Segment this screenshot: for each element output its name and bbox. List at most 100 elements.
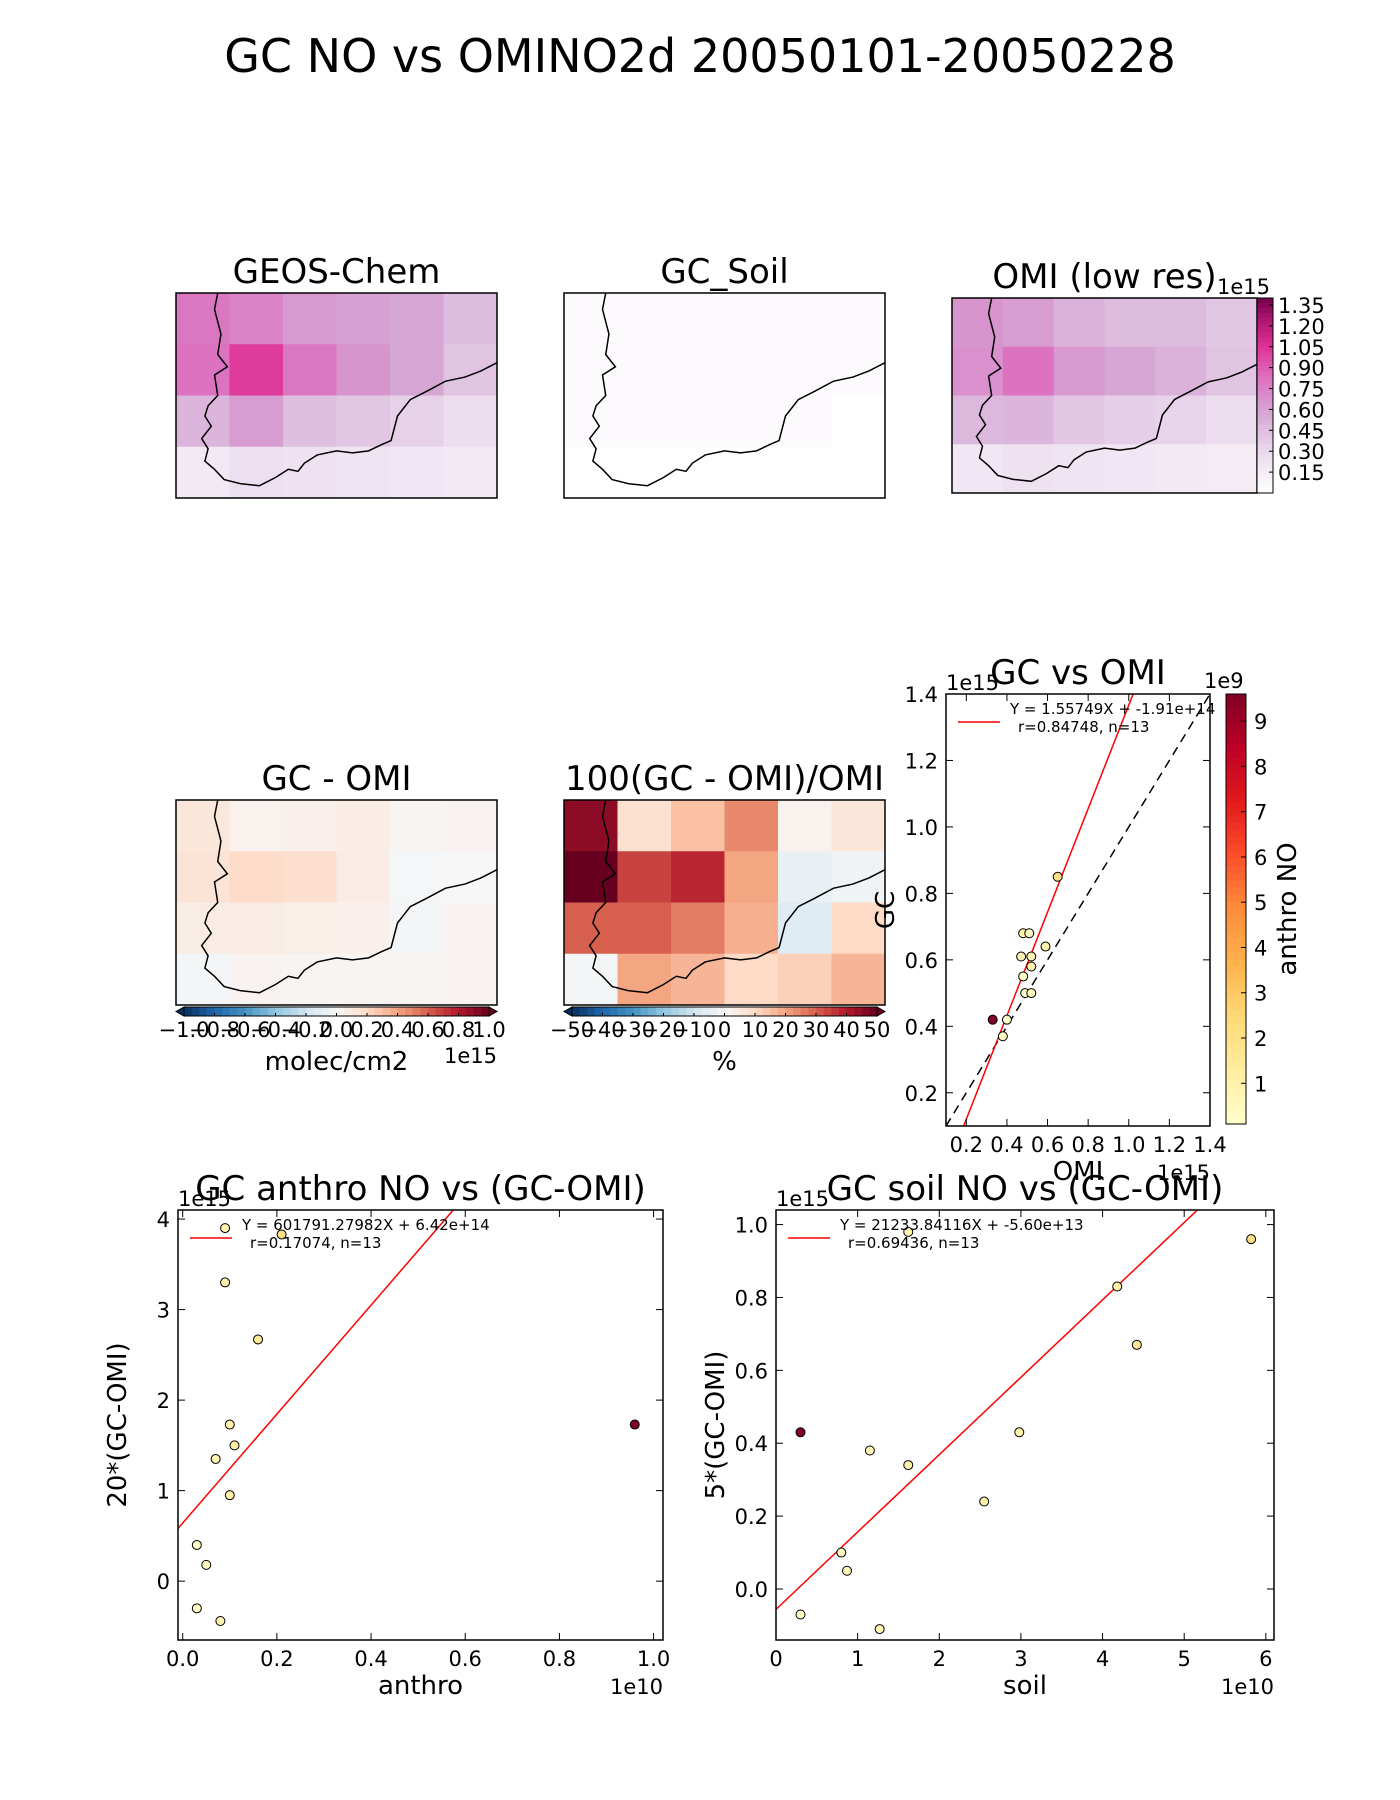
colorbar-segment — [1226, 909, 1246, 917]
map-title: GEOS-Chem — [233, 252, 441, 292]
colorbar-segment — [1226, 980, 1246, 989]
data-point — [979, 1496, 990, 1507]
map-title: GC - OMI — [261, 759, 411, 799]
data-point — [1016, 951, 1027, 962]
colorbar-segment — [405, 1007, 414, 1016]
map-cell — [176, 902, 230, 955]
colorbar-segment — [1257, 400, 1273, 406]
data-point — [903, 1460, 914, 1471]
x-tick-label: 0.0 — [166, 1647, 199, 1671]
colorbar-segment — [808, 1007, 817, 1016]
data-point — [201, 1559, 212, 1570]
colorbar-segment — [458, 1007, 467, 1016]
map-cell — [724, 800, 779, 852]
y-tick-label: 0.2 — [905, 1082, 938, 1106]
colorbar-extend-high — [488, 1006, 499, 1017]
colorbar-label: molec/cm2 — [265, 1047, 409, 1077]
colorbar-segment — [1257, 478, 1273, 484]
map-cell — [176, 293, 230, 345]
colorbar-segment — [1257, 332, 1273, 338]
map-cell — [831, 851, 886, 903]
map-cell — [229, 851, 284, 903]
map-cell — [1206, 395, 1258, 445]
colorbar-segment — [800, 1007, 809, 1016]
map-cell — [1053, 444, 1105, 494]
data-point — [1026, 951, 1037, 962]
map-cell — [617, 395, 672, 448]
colorbar-segment — [1257, 483, 1273, 489]
map-cell — [724, 851, 779, 903]
colorbar-segment — [1257, 454, 1273, 460]
y-tick-label: 0 — [157, 1570, 170, 1594]
colorbar-tick-label: 0.45 — [1278, 419, 1325, 443]
data-point — [864, 1445, 875, 1456]
colorbar-segment — [1226, 944, 1246, 953]
colorbar-segment — [252, 1007, 261, 1016]
map-cell — [671, 953, 725, 1006]
colorbar-tick-label: −30 — [611, 1018, 655, 1042]
colorbar-segment — [1257, 371, 1273, 377]
x-tick-label: 1.4 — [1193, 1133, 1226, 1157]
colorbar-segment — [572, 1007, 581, 1016]
colorbar-segment — [1226, 737, 1246, 745]
colorbar-segment — [816, 1007, 825, 1016]
map-cell — [617, 851, 672, 903]
colorbar-segment — [1226, 1081, 1246, 1089]
fit-line — [962, 694, 1134, 1126]
colorbar-tick-label: 0.0 — [320, 1018, 353, 1042]
map-cell — [1104, 298, 1156, 348]
colorbar-segment — [678, 1007, 687, 1016]
map-panels: GEOS-Chem GC_Soil OMI (low res)0.150.300.4… — [159, 252, 1325, 1077]
map-cell — [176, 446, 230, 499]
map-cell — [831, 293, 886, 345]
map-cell — [724, 953, 779, 1006]
colorbar-segment — [1257, 351, 1273, 357]
colorbar-segment — [633, 1007, 642, 1016]
map-cell — [778, 344, 832, 396]
fit-line — [178, 1210, 455, 1529]
colorbar-segment — [1226, 1052, 1246, 1060]
map-cell — [283, 344, 337, 396]
fit-line — [776, 1210, 1199, 1610]
colorbar-segment — [1226, 694, 1246, 702]
colorbar-segment — [1226, 1002, 1246, 1010]
colorbar-segment — [762, 1007, 771, 1016]
y-tick-label: 0.2 — [735, 1505, 768, 1529]
map-cell — [1155, 395, 1207, 445]
map-cell — [778, 800, 832, 852]
colorbar-tick-label: 4 — [1254, 936, 1267, 960]
colorbar-segment — [1257, 380, 1273, 387]
chart-title: GC anthro NO vs (GC-OMI) — [195, 1169, 646, 1209]
colorbar-segment — [199, 1007, 208, 1016]
map-cell — [283, 395, 337, 448]
colorbar-segment — [1257, 458, 1273, 465]
colorbar-segment — [336, 1007, 345, 1016]
colorbar-segment — [1257, 317, 1273, 323]
colorbar-segment — [1226, 866, 1246, 874]
coastline — [200, 799, 498, 994]
map-cell — [336, 953, 391, 1006]
map-cell — [336, 800, 391, 852]
data-point — [210, 1453, 221, 1464]
colorbar-tick-label: 5 — [1254, 891, 1267, 915]
colorbar-tick-label: −10 — [672, 1018, 716, 1042]
map-cell — [952, 444, 1004, 494]
colorbar-tick-label: 8 — [1254, 755, 1267, 779]
colorbar-tick-label: 0.60 — [1278, 398, 1325, 422]
colorbar-segment — [1257, 434, 1273, 440]
colorbar-segment — [777, 1007, 786, 1016]
data-point — [903, 1226, 914, 1237]
colorbar-segment — [793, 1007, 802, 1016]
colorbar-segment — [838, 1007, 847, 1016]
map-cell — [390, 800, 444, 852]
colorbar-segment — [686, 1007, 695, 1016]
x-tick-label: 6 — [1259, 1647, 1272, 1671]
colorbar-segment — [1226, 787, 1246, 795]
map-cell — [229, 800, 284, 852]
map-cell — [671, 293, 725, 345]
colorbar-segment — [1226, 1038, 1246, 1046]
x-tick-label: 0.6 — [449, 1647, 482, 1671]
colorbar-segment — [755, 1007, 764, 1016]
colorbar-segment — [1226, 1116, 1246, 1125]
colorbar-segment — [1226, 823, 1246, 831]
